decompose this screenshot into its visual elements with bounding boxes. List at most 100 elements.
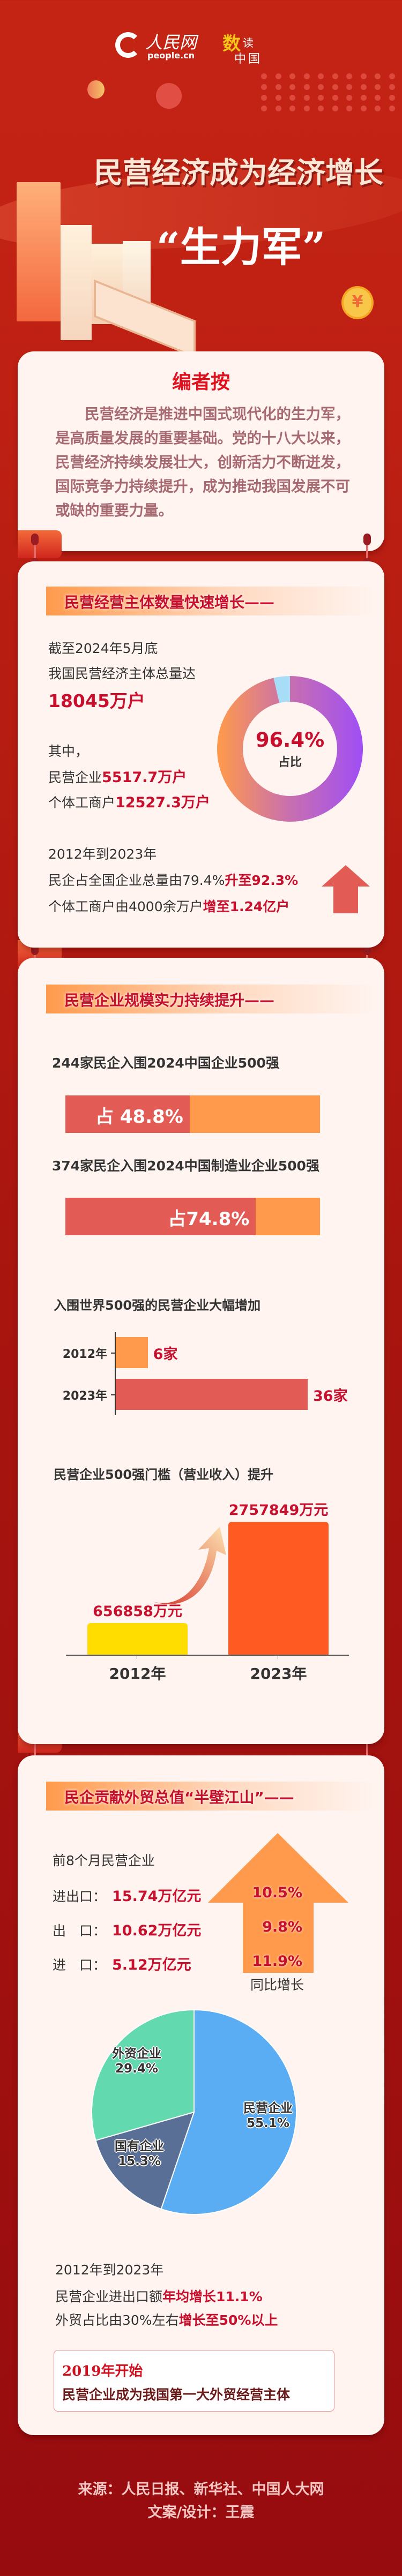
- vbar-category-label: 2012年: [109, 1665, 166, 1683]
- decorative-dot: [318, 73, 324, 79]
- decorative-dot: [346, 84, 352, 90]
- hbar-2023年: [116, 1379, 308, 1410]
- hbar-value-label: 6家: [153, 1346, 178, 1363]
- logo-text: 人民网: [145, 32, 197, 52]
- individual-label: 个体工商户: [48, 795, 116, 810]
- hbar-category-label: 2012年: [62, 1348, 107, 1361]
- decorative-dot: [318, 84, 324, 90]
- ind-growth-label: 个体工商户由4000余万户: [48, 899, 203, 914]
- decorative-circle: [156, 83, 182, 109]
- decorative-dot: [303, 73, 310, 79]
- decorative-dot: [389, 106, 395, 111]
- enterprises-line: 民营企业5517.7万户: [48, 770, 187, 786]
- hbar-axis: [115, 1332, 116, 1415]
- trade-line1: 民营企业进出口额年均增长11.1%: [55, 2289, 263, 2305]
- decorative-dot: [346, 73, 352, 79]
- editor-note-card: 编者按 民营经济是推进中国式现代化的生力军，是高质量发展的重要基础。党的十八大以…: [18, 351, 384, 551]
- share-value: 升至92.3%: [225, 873, 299, 888]
- card-pin: [363, 534, 371, 545]
- entities-card: [18, 561, 384, 948]
- ind-growth-value: 增至1.24亿户: [203, 899, 290, 914]
- decorative-dot: [275, 106, 281, 111]
- card-ribbon: [18, 530, 62, 558]
- illustration-bar: [17, 182, 61, 321]
- decorative-dot: [346, 106, 352, 111]
- growth-up-arrow-icon: [208, 1833, 348, 1973]
- world500-caption: 入围世界500强的民营企业大幅增加: [54, 1298, 261, 1313]
- trade-row-label: 进 口：: [53, 1957, 107, 1973]
- decorative-dot: [289, 84, 295, 90]
- card-rod: [366, 536, 368, 568]
- data-china-badge: 数 读 中国: [222, 29, 273, 66]
- share-label: 民企占全国企业总量由79.4%: [48, 873, 225, 888]
- trade-row-growth: 11.9%: [252, 1953, 302, 1970]
- section-title: 民企贡献外贸总值“半壁江山”——: [64, 1789, 294, 1806]
- decorative-dot: [289, 73, 295, 79]
- trade-line2-label: 外贸占比由30%左右: [55, 2312, 179, 2328]
- mfg-share-bar: 占74.8%: [65, 1198, 320, 1235]
- period-text: 2012年到2023年: [48, 846, 157, 862]
- vbar-value-label: 2757849万元: [228, 1502, 329, 1519]
- milestone-title: 2019年开始: [62, 2363, 143, 2379]
- trade-line1-label: 民营企业进出口额: [55, 2289, 163, 2304]
- decorative-dot: [289, 106, 295, 111]
- individual-line: 个体工商户12527.3万户: [48, 795, 210, 811]
- trade-line2-value: 增长至50%以上: [178, 2312, 278, 2328]
- total-value: 18045万户: [48, 690, 145, 711]
- mfg-caption: 374家民企入围2024中国制造业企业500强: [52, 1158, 319, 1174]
- pie-label: 国有企业 15.3%: [110, 2139, 169, 2169]
- decorative-dot: [332, 73, 338, 79]
- trade-row-value: 15.74万亿元: [112, 1888, 202, 1905]
- pie-label-value: 15.3%: [118, 2154, 161, 2168]
- footer-source: 来源：人民日报、新华社、中国人大网: [78, 2481, 324, 2498]
- pie-label-category: 外资企业: [112, 2047, 161, 2061]
- trade-row-growth: 10.5%: [252, 1884, 302, 1901]
- decorative-dot: [360, 95, 367, 101]
- decorative-dot: [303, 95, 310, 101]
- hbar-tick: [111, 1394, 115, 1395]
- vbar-2012年: [87, 1623, 188, 1655]
- pie-label-value: 29.4%: [115, 2062, 158, 2076]
- editor-note-heading: 编者按: [172, 371, 230, 393]
- trade-row-label: 出 口：: [53, 1923, 107, 1939]
- footer-credit: 文案/设计：王震: [147, 2504, 255, 2521]
- illustration-bar: [61, 225, 92, 340]
- donut-chart: [217, 676, 363, 822]
- hbar-tick: [111, 1353, 115, 1354]
- pie-label-category: 国有企业: [115, 2139, 164, 2153]
- decorative-dot: [275, 95, 281, 101]
- decorative-dot: [360, 73, 367, 79]
- people-logo: 人民网 people.cn: [115, 29, 201, 61]
- trade-row-value: 5.12万亿元: [112, 1957, 191, 1973]
- badge-bottom: 中国: [234, 52, 263, 66]
- donut-slice-private: [217, 676, 363, 822]
- page-title-line2: “生力军”: [157, 223, 326, 271]
- decorative-dot: [375, 73, 381, 79]
- mfg-share-fill: [65, 1198, 256, 1235]
- enterprises-label: 民营企业: [48, 770, 102, 785]
- decorative-dot: [289, 95, 295, 101]
- decorative-dot: [346, 95, 352, 101]
- share-line: 民企占全国企业总量由79.4%升至92.3%: [48, 873, 298, 889]
- decorative-dot: [261, 106, 267, 111]
- logo-domain: people.cn: [147, 50, 195, 61]
- decorative-circle: [87, 80, 105, 99]
- editor-note-body: 民营经济是推进中国式现代化的生力军，是高质量发展的重要基础。党的十八大以来，民营…: [55, 405, 350, 519]
- milestone-box: 2019年开始 民营企业成为我国第一大外贸经营主体: [54, 2350, 334, 2412]
- vbar-axis: [66, 1655, 349, 1656]
- pie-label-value: 55.1%: [247, 2116, 289, 2130]
- vbar-value-label: 656858万元: [93, 1603, 182, 1620]
- section-header: 民企贡献外贸总值“半壁江山”——: [46, 1782, 375, 1811]
- decorative-dot: [360, 84, 367, 90]
- yuan-coin-icon: ¥: [341, 286, 374, 319]
- decorative-dot: [261, 95, 267, 101]
- decorative-dot: [318, 106, 324, 111]
- card-rod: [366, 945, 368, 970]
- pie-slice-state: [95, 2111, 195, 2210]
- ind-growth-line: 个体工商户由4000余万户增至1.24亿户: [48, 899, 289, 915]
- badge-main: 数: [222, 33, 241, 55]
- trade-period: 2012年到2023年: [55, 2262, 164, 2278]
- total-label: 我国民营经济主体总量达: [48, 666, 196, 681]
- decorative-dot: [375, 95, 381, 101]
- hbar-value-label: 36家: [313, 1388, 348, 1405]
